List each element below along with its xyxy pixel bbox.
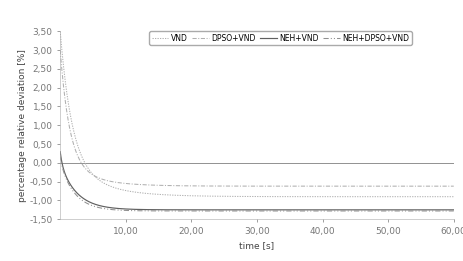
NEH+VND	[208, 208, 214, 211]
NEH+DPSO+VND	[401, 209, 407, 212]
VND	[125, 189, 131, 193]
DPSO+VND	[57, 49, 63, 52]
Line: NEH+VND: NEH+VND	[60, 152, 454, 210]
NEH+DPSO+VND	[57, 154, 63, 157]
DPSO+VND	[125, 182, 131, 185]
VND	[443, 195, 449, 198]
DPSO+VND	[451, 185, 457, 188]
VND	[401, 195, 407, 198]
Line: DPSO+VND: DPSO+VND	[60, 50, 454, 186]
Line: VND: VND	[60, 31, 454, 197]
VND	[57, 30, 63, 33]
VND	[102, 182, 108, 185]
NEH+DPSO+VND	[102, 207, 108, 210]
NEH+VND	[225, 208, 231, 211]
NEH+VND	[125, 207, 131, 211]
NEH+VND	[57, 150, 63, 153]
X-axis label: time [s]: time [s]	[239, 241, 275, 251]
NEH+VND	[451, 208, 457, 211]
NEH+DPSO+VND	[208, 209, 214, 212]
VND	[208, 195, 214, 198]
Legend: VND, DPSO+VND, NEH+VND, NEH+DPSO+VND: VND, DPSO+VND, NEH+VND, NEH+DPSO+VND	[150, 31, 412, 45]
Line: NEH+DPSO+VND: NEH+DPSO+VND	[60, 155, 454, 211]
DPSO+VND	[208, 185, 214, 188]
DPSO+VND	[102, 179, 108, 182]
NEH+DPSO+VND	[225, 209, 231, 212]
NEH+DPSO+VND	[125, 209, 131, 212]
NEH+VND	[102, 205, 108, 208]
NEH+VND	[443, 208, 449, 211]
DPSO+VND	[401, 185, 407, 188]
NEH+DPSO+VND	[451, 209, 457, 212]
DPSO+VND	[443, 185, 449, 188]
VND	[225, 195, 231, 198]
NEH+VND	[401, 208, 407, 211]
NEH+DPSO+VND	[443, 209, 449, 212]
Y-axis label: percentage relative deviation [%]: percentage relative deviation [%]	[18, 49, 26, 202]
DPSO+VND	[225, 185, 231, 188]
VND	[451, 195, 457, 198]
